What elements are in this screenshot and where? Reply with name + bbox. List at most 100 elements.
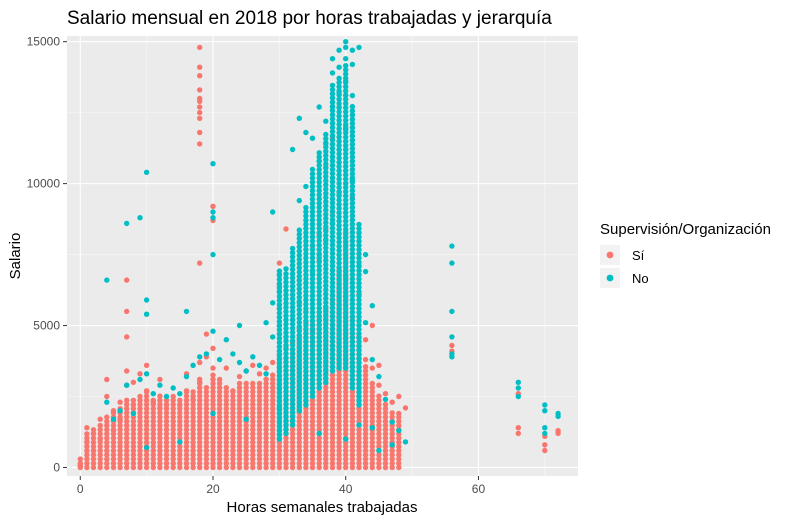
data-point <box>124 334 130 340</box>
data-point <box>316 238 322 244</box>
data-point <box>336 344 342 350</box>
data-point <box>303 381 309 387</box>
data-point <box>223 448 229 454</box>
data-point <box>356 267 362 274</box>
data-point <box>323 190 329 196</box>
data-point <box>223 365 229 371</box>
data-point <box>170 448 176 454</box>
data-point <box>276 335 283 341</box>
data-point <box>216 414 223 420</box>
data-point <box>197 389 203 395</box>
data-point <box>329 99 336 105</box>
data-point <box>369 303 375 309</box>
data-point <box>157 460 163 466</box>
data-point <box>336 176 342 182</box>
data-point <box>270 401 276 408</box>
data-point <box>349 154 356 160</box>
data-point <box>216 448 223 454</box>
data-point <box>276 327 283 333</box>
data-point <box>124 431 130 437</box>
data-point <box>303 448 309 454</box>
data-point <box>90 452 97 458</box>
data-point <box>230 414 236 420</box>
data-point <box>329 91 336 97</box>
data-point <box>389 435 395 441</box>
data-point <box>349 326 356 332</box>
data-point <box>329 254 336 261</box>
data-point <box>283 266 289 272</box>
data-point <box>349 141 356 148</box>
data-point <box>356 364 362 370</box>
data-point <box>256 464 263 471</box>
data-point <box>124 443 130 450</box>
data-point <box>343 331 349 338</box>
data-point <box>203 460 210 466</box>
data-point <box>316 460 322 466</box>
data-point <box>329 179 336 185</box>
data-point <box>256 418 263 424</box>
data-point <box>124 448 130 454</box>
data-point <box>270 460 276 466</box>
data-point <box>163 414 170 420</box>
data-point <box>389 442 395 448</box>
data-point <box>349 406 356 412</box>
data-point <box>336 226 342 233</box>
data-point <box>177 397 183 403</box>
data-point <box>396 410 402 417</box>
data-point <box>303 443 309 450</box>
data-point <box>216 393 223 399</box>
data-point <box>343 231 349 237</box>
data-point <box>283 271 289 277</box>
data-point <box>197 414 203 420</box>
data-point <box>323 182 329 188</box>
data-point <box>157 376 163 383</box>
data-point <box>336 439 342 445</box>
data-point <box>382 427 389 433</box>
data-point <box>276 452 283 458</box>
data-point <box>250 410 256 416</box>
data-point <box>309 192 316 198</box>
data-point <box>143 362 150 368</box>
data-point <box>309 280 316 286</box>
data-point <box>170 452 176 458</box>
data-point <box>203 435 210 441</box>
data-point <box>97 448 103 454</box>
data-point <box>349 187 356 194</box>
data-point <box>283 313 289 319</box>
data-point <box>329 330 336 336</box>
data-point <box>336 385 342 391</box>
data-point <box>323 358 329 364</box>
data-point <box>157 414 163 420</box>
data-point <box>283 430 289 437</box>
data-point <box>289 338 296 344</box>
data-point <box>190 418 196 424</box>
data-point <box>250 452 256 458</box>
data-point <box>396 427 402 434</box>
data-point <box>289 376 296 382</box>
data-point <box>283 464 289 471</box>
data-point <box>230 443 236 450</box>
data-point <box>336 155 342 161</box>
data-point <box>223 435 229 441</box>
data-point <box>256 427 263 433</box>
data-point <box>369 385 375 391</box>
data-point <box>356 330 362 337</box>
plot-panel <box>67 36 578 476</box>
data-point <box>316 456 322 462</box>
data-point <box>369 439 375 445</box>
data-point <box>369 435 375 441</box>
data-point <box>362 410 369 416</box>
data-point <box>263 435 269 441</box>
data-point <box>316 309 322 316</box>
data-point <box>289 350 296 357</box>
data-point <box>243 389 249 395</box>
data-point <box>349 292 356 299</box>
data-point <box>343 422 349 429</box>
data-point <box>336 235 342 241</box>
data-point <box>283 283 289 290</box>
data-point <box>362 456 369 462</box>
data-point <box>283 338 289 344</box>
data-point <box>256 414 263 420</box>
data-point <box>296 345 302 351</box>
data-point <box>349 166 356 173</box>
